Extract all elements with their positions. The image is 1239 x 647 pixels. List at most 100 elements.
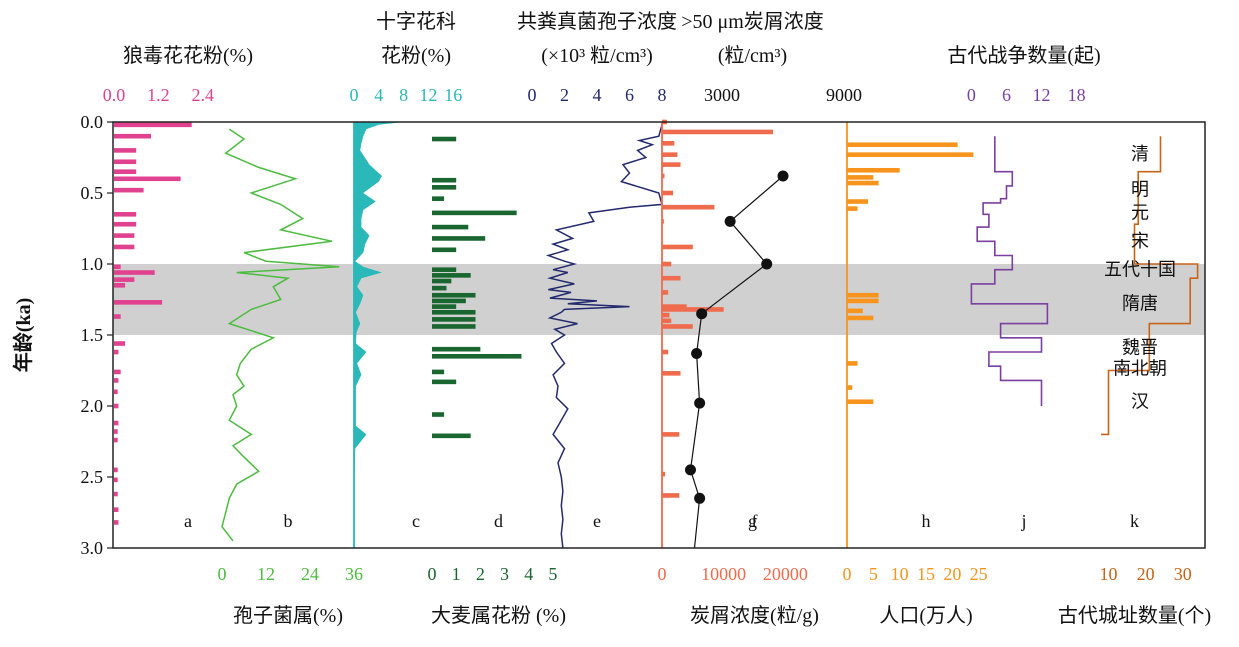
panel-d-bar-14: [432, 304, 457, 309]
y-axis-title: 年龄(ka): [11, 298, 35, 372]
panel-c-tick-3: 12: [419, 85, 437, 105]
panel-h-bar-7: [847, 292, 879, 298]
panel-f-bar-12: [662, 290, 669, 295]
panel-f-bar-1: [662, 129, 773, 135]
panel-a-bar-29: [114, 507, 119, 512]
panel-a-tick-0: 0.0: [103, 85, 126, 105]
panel-h-title-0: 人口(万人): [879, 604, 972, 627]
panel-e-letter: e: [593, 511, 601, 531]
panel-a-bar-8: [114, 221, 137, 227]
panel-d-title-0: 大麦属花粉 (%): [431, 604, 566, 627]
panel-d-bar-11: [432, 285, 447, 291]
panel-d-bar-18: [432, 346, 481, 352]
panel-k-step-line: [1101, 136, 1199, 436]
panel-d-tick-3: 3: [500, 564, 509, 584]
panel-j-step-line: [970, 136, 1049, 406]
panel-d-bar-4: [432, 210, 517, 216]
panel-f-bar-15: [662, 312, 670, 318]
panel-f-bar-7: [662, 204, 715, 210]
panel-g-point-7: [694, 492, 706, 504]
panel-a-bar-26: [114, 467, 118, 473]
panel-j-tick-3: 18: [1068, 85, 1086, 105]
panel-a-bar-19: [114, 369, 121, 375]
panel-f-bar-6: [662, 190, 674, 196]
panel-f-bar-8: [662, 219, 664, 224]
panel-d-bar-6: [432, 236, 486, 241]
panel-a-bar-30: [114, 520, 119, 525]
panel-h: [846, 122, 974, 548]
panel-d-tick-2: 2: [476, 564, 485, 584]
panel-d-bar-7: [432, 247, 457, 253]
panel-h-tick-1: 5: [869, 564, 878, 584]
panel-a-bar-5: [114, 176, 181, 182]
chart-frame: [107, 121, 1206, 549]
y-tick-label-1: 0.5: [81, 183, 104, 203]
labels-layer: 0.0 0.5 1.0 1.5 2.0 2.5 3.0 年龄(ka) 0.0 1.2 2.4 狼毒花花…: [11, 10, 1211, 627]
panel-a-bar-10: [114, 244, 135, 250]
panel-a-bar-3: [114, 159, 137, 165]
panel-j-tick-0: 0: [967, 85, 976, 105]
panel-c: [353, 122, 404, 548]
panel-h-tick-4: 20: [943, 564, 961, 584]
panel-h-bar-4: [847, 180, 879, 186]
panel-g-point-0: [777, 170, 789, 182]
panel-h-bar-9: [847, 308, 863, 314]
panel-g-letter: g: [748, 511, 757, 531]
panel-d-bar-21: [432, 379, 457, 385]
panel-k: [1101, 136, 1199, 436]
panel-f: [661, 119, 773, 548]
panel-f-bar-10: [662, 261, 672, 267]
dynasty-label-6: 魏晋: [1122, 337, 1158, 357]
panel-f-bar-9: [662, 244, 693, 250]
panel-j: [970, 136, 1049, 406]
panel-f-bar-14: [662, 307, 724, 312]
panel-f-bar-16: [662, 318, 672, 324]
panel-e-title-0: 共粪真菌孢子浓度: [517, 10, 677, 33]
panel-a-bar-28: [114, 491, 118, 497]
panel-f-bar-18: [662, 349, 669, 355]
panel-a-bar-25: [114, 437, 118, 443]
panel-k-title-0: 古代城址数量(个): [1058, 604, 1211, 627]
panel-g-title-1: (粒/cm³): [718, 44, 787, 67]
panel-h-bar-10: [847, 315, 874, 321]
panel-f-letter: f: [752, 511, 758, 531]
panel-d-bar-5: [432, 224, 469, 230]
panel-h-bar-13: [847, 399, 874, 405]
dynasty-label-4: 五代十国: [1104, 259, 1176, 279]
panel-d-bar-15: [432, 309, 476, 315]
panel-d-bar-10: [432, 278, 452, 284]
panel-h-bar-8: [847, 298, 879, 304]
panel-g-point-1: [724, 215, 736, 227]
panel-e-series-line: [545, 124, 663, 549]
dynasty-label-8: 汉: [1131, 391, 1149, 411]
dynasty-label-7: 南北朝: [1113, 359, 1167, 379]
panel-b: [221, 128, 340, 542]
dynasty-label-2: 元: [1131, 202, 1149, 222]
panel-d-bar-22: [432, 412, 445, 417]
panel-f-bar-5: [662, 173, 665, 179]
panel-a-bar-14: [114, 283, 126, 288]
dynasty-label-3: 宋: [1131, 231, 1149, 251]
dynasty-label-5: 隋唐: [1122, 293, 1158, 313]
panel-b-tick-2: 24: [301, 564, 319, 584]
panel-b-tick-1: 12: [257, 564, 275, 584]
panel-h-tick-2: 10: [891, 564, 909, 584]
panel-h-bar-5: [847, 199, 869, 204]
panel-g-tick-0: 3000: [704, 85, 740, 105]
y-tick-label-4: 2.0: [81, 396, 104, 416]
panel-d-letter: d: [494, 511, 503, 531]
panel-a-bar-7: [114, 212, 137, 217]
panel-d-bar-9: [432, 273, 471, 278]
panel-b-title-0: 孢子菌属(%): [233, 604, 343, 627]
panel-d-tick-0: 0: [428, 564, 437, 584]
panel-c-title-0: 十字花科: [376, 10, 456, 33]
panel-k-tick-0: 10: [1100, 564, 1118, 584]
y-tick-label-0: 0.0: [81, 112, 104, 132]
panel-h-bar-11: [847, 361, 858, 366]
panel-g-point-6: [684, 464, 696, 476]
panel-d-bar-2: [432, 185, 457, 190]
panel-k-tick-1: 20: [1137, 564, 1155, 584]
y-tick-label-2: 1.0: [81, 254, 104, 274]
panel-d: [432, 136, 522, 439]
panel-a-bar-20: [114, 378, 119, 383]
